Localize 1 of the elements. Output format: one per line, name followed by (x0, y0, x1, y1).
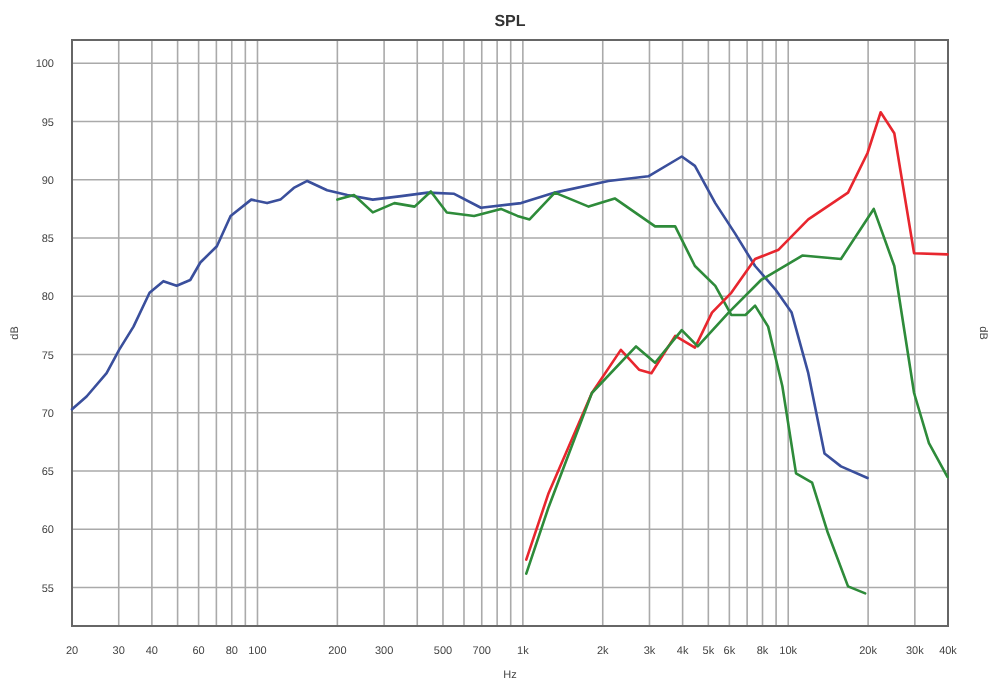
chart-title: SPL (494, 12, 526, 30)
